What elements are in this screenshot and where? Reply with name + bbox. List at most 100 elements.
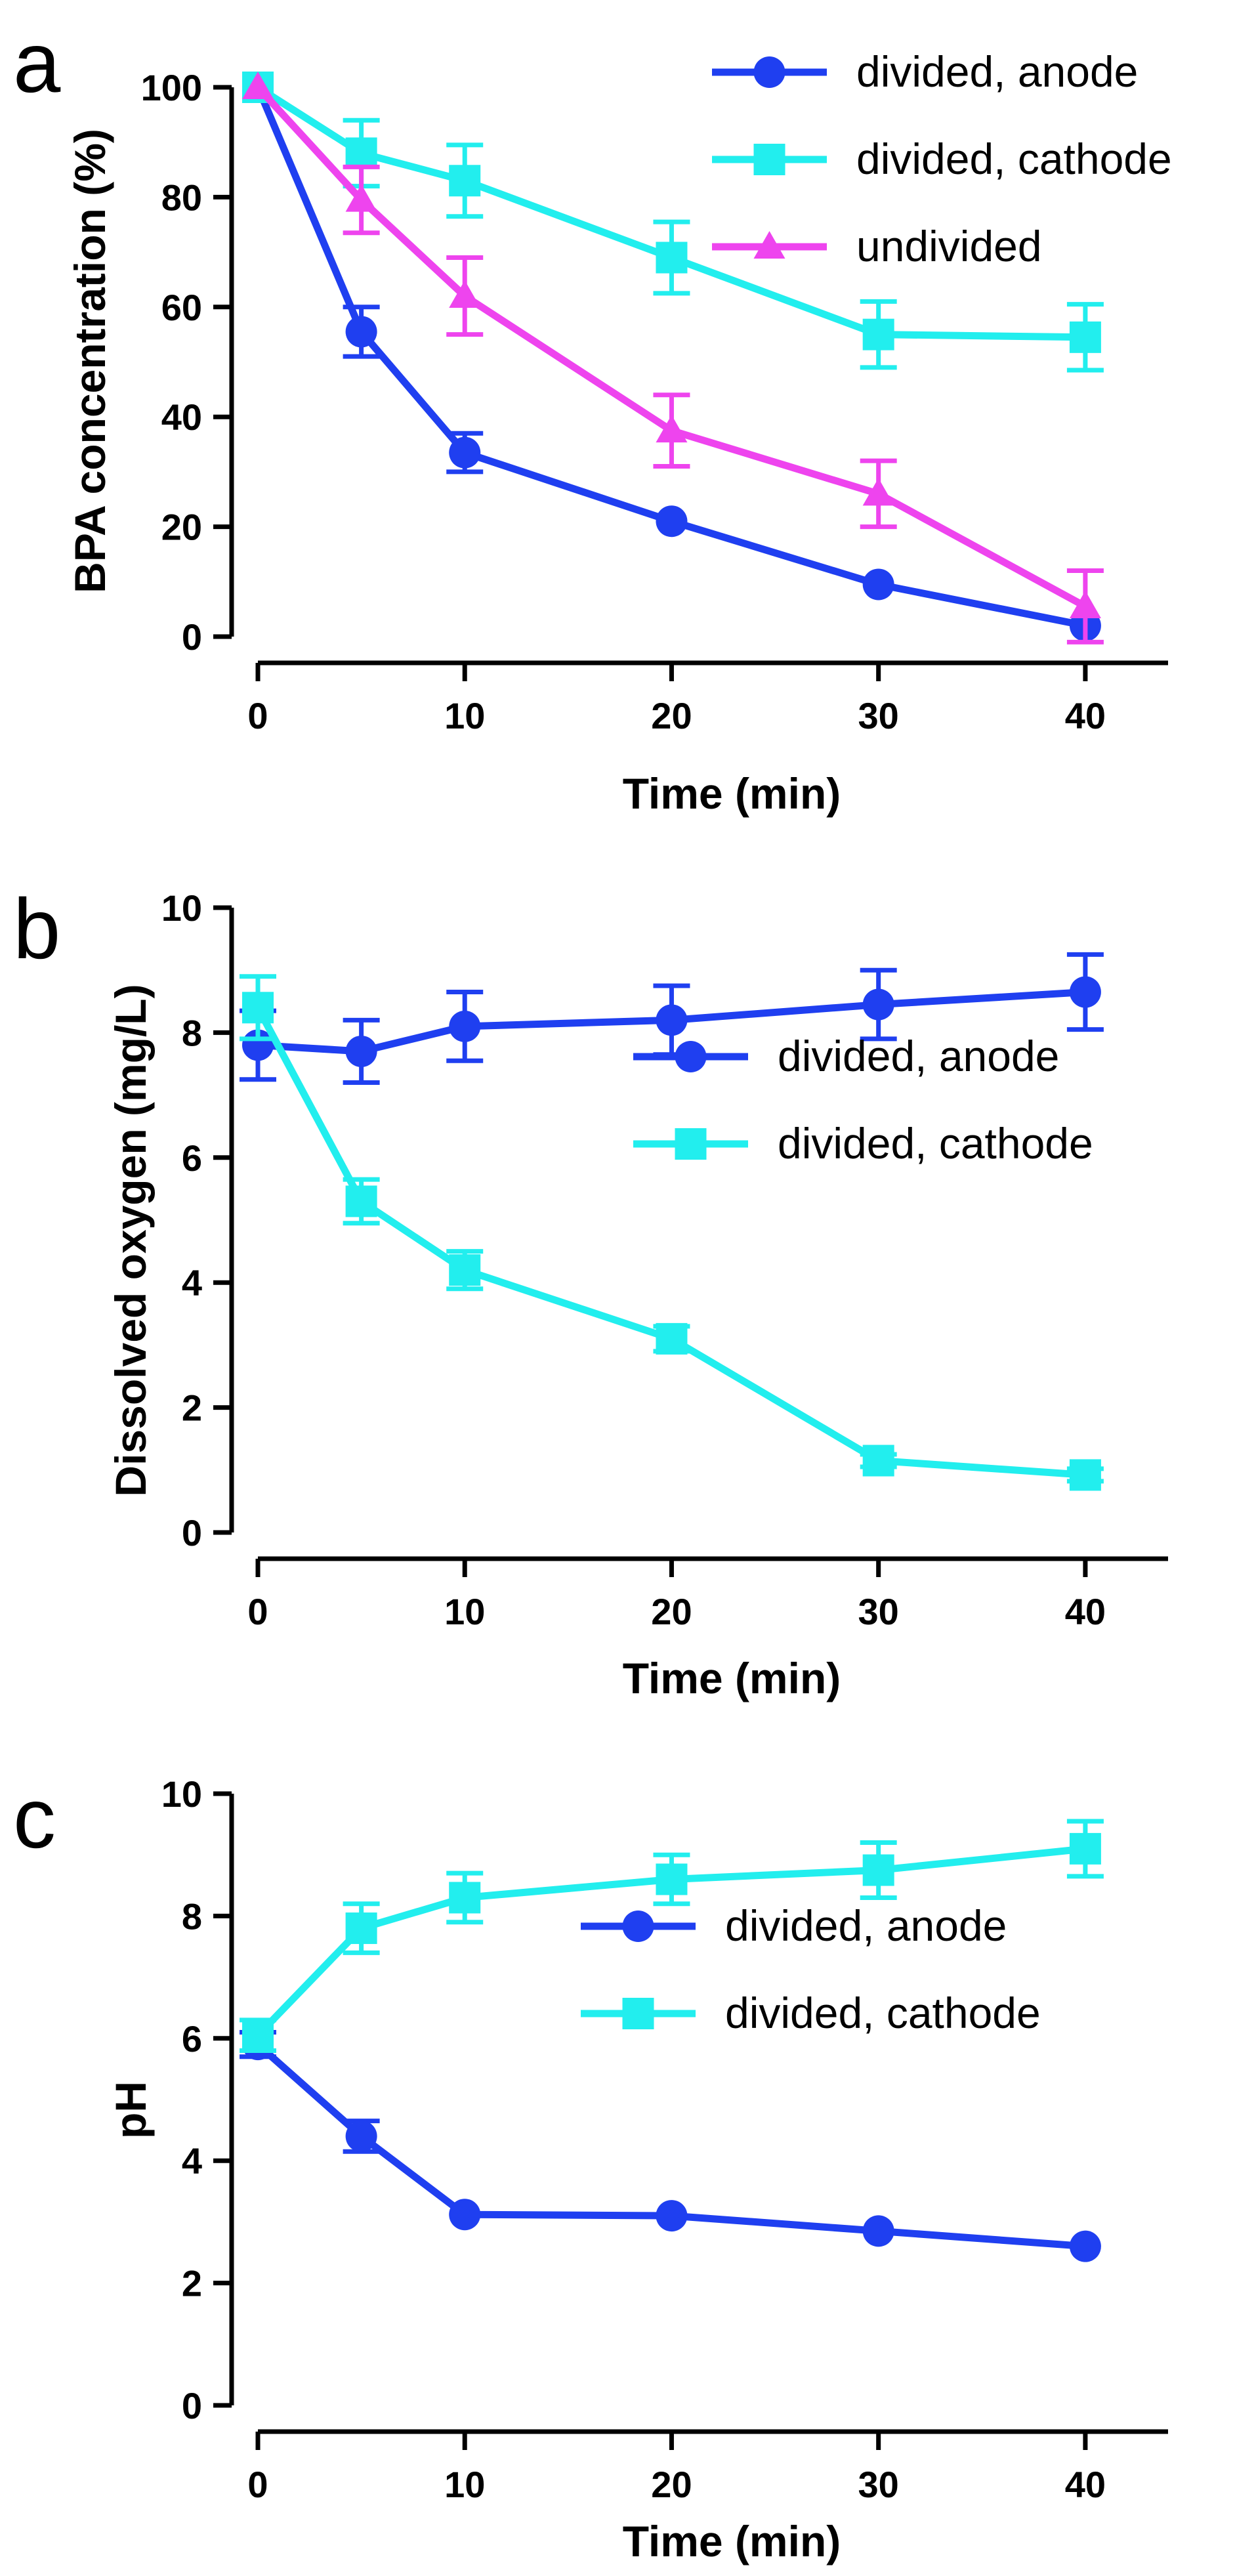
data-point [862,1854,894,1886]
data-point [345,1912,377,1945]
legend-label: undivided [856,222,1042,270]
panel-b-y-tick-label: 10 [161,887,202,929]
legend-label: divided, cathode [856,135,1172,183]
panel-b-legend-entry-1: divided, cathode [633,1119,1093,1168]
data-point [862,2215,894,2247]
panel-c-x-tick-label: 0 [247,2464,268,2505]
panel-b-x-tick-label: 30 [858,1591,899,1632]
panel-a-x-tick-label: 30 [858,695,899,736]
panel-a-x-tick-label: 0 [247,695,268,736]
panel-a-x-tick-label: 10 [444,695,485,736]
data-point [1069,321,1101,353]
series-line [255,85,1087,610]
data-point [1069,590,1101,618]
data-point [656,505,688,538]
panel-c-plot: 0 10 20 30 40 0 2 4 6 8 10 [161,1773,1168,2505]
panel-c-x-tick-label: 20 [651,2464,692,2505]
panel-a-series-1 [242,72,1104,373]
panel-b-y-tick-label: 0 [182,1512,202,1553]
data-point [1069,2230,1101,2262]
data-point [449,280,481,308]
legend-label: divided, cathode [725,1989,1041,2037]
panel-b-y-axis-title: Dissolved oxygen (mg/L) [106,984,155,1496]
panel-c-letter: c [13,1770,56,1866]
legend-marker [753,231,785,259]
panel-c-legend-entry-1: divided, cathode [581,1989,1041,2037]
panel-a-y-tick-label: 20 [161,507,202,548]
data-point [345,1185,377,1217]
legend-marker [675,1041,707,1072]
panel-c-series-1 [240,1819,1104,2053]
panel-a-x-tick-label: 20 [651,695,692,736]
panel-b-x-tick-label: 40 [1065,1591,1106,1632]
panel-b-x-tick-label: 20 [651,1591,692,1632]
panel-c-x-tick-label: 30 [858,2464,899,2505]
data-point [656,1863,688,1895]
data-point [345,137,377,169]
panel-a-series-2 [242,72,1104,644]
data-point [345,184,377,212]
panel-a-y-tick-label: 60 [161,287,202,328]
panel-a-series-0 [242,72,1101,642]
panel-c-y-axis-title: pH [106,2081,155,2139]
panel-b: b Time (min) Dissolved oxygen (mg/L) [13,881,841,1702]
series-line [257,988,1086,1055]
data-point [345,2120,377,2152]
data-point [449,1254,481,1286]
panel-b-y-tick-label: 4 [182,1262,202,1303]
panel-a-legend-entry-1: divided, cathode [712,135,1172,183]
panel-a-y-tick-label: 40 [161,396,202,438]
panel-b-plot: 0 10 20 30 40 0 2 4 6 8 10 [161,887,1168,1632]
data-point [862,568,894,601]
panel-a-y-tick-label: 100 [141,67,202,108]
data-point [449,1882,481,1914]
data-point [656,2200,688,2232]
data-point [242,992,274,1024]
panel-a-legend-entry-2: undivided [712,222,1042,270]
panel-c-y-tick-label: 8 [182,1895,202,1937]
panel-c-x-tick-label: 10 [444,2464,485,2505]
legend-marker [622,1998,654,2029]
legend-marker [675,1128,707,1160]
data-point [345,316,377,348]
legend-label: divided, anode [725,1901,1007,1950]
panel-a: a Time (min) BPA concentration (%) [13,14,841,818]
series-line [254,85,1086,629]
data-point [1069,976,1101,1008]
panel-c-x-tick-label: 40 [1065,2464,1106,2505]
panel-a-y-tick-label: 80 [161,177,202,218]
legend-label: divided, anode [856,47,1138,96]
panel-c-y-tick-label: 0 [182,2385,202,2426]
legend-marker [753,56,785,88]
data-point [1069,1459,1101,1491]
data-point [862,988,894,1021]
panel-b-y-tick-label: 2 [182,1387,202,1429]
legend-label: divided, anode [778,1032,1059,1080]
data-point [656,1322,688,1355]
panel-a-letter: a [13,14,61,110]
data-point [242,2019,274,2052]
data-point [242,72,274,99]
panel-c: c Time (min) pH [13,1770,841,2565]
panel-a-x-tick-label: 40 [1065,695,1106,736]
data-point [656,1004,688,1036]
panel-a-y-tick-label: 0 [182,616,202,658]
data-point [656,415,688,443]
series-line [255,1845,1086,2038]
panel-b-y-tick-label: 8 [182,1012,202,1053]
series-line [256,84,1085,341]
data-point [656,242,688,274]
panel-c-y-tick-label: 2 [182,2263,202,2304]
legend-marker [622,1911,654,1942]
panel-a-x-axis-title: Time (min) [623,769,841,818]
panel-a-y-axis-title: BPA concentration (%) [66,129,114,593]
panel-b-y-tick-label: 6 [182,1137,202,1179]
panel-a-legend-entry-0: divided, anode [712,47,1138,96]
panel-b-x-axis-title: Time (min) [623,1654,841,1702]
series-line [255,1005,1086,1479]
data-point [862,478,894,506]
data-point [345,1035,377,1067]
panel-c-y-tick-label: 10 [161,1773,202,1815]
